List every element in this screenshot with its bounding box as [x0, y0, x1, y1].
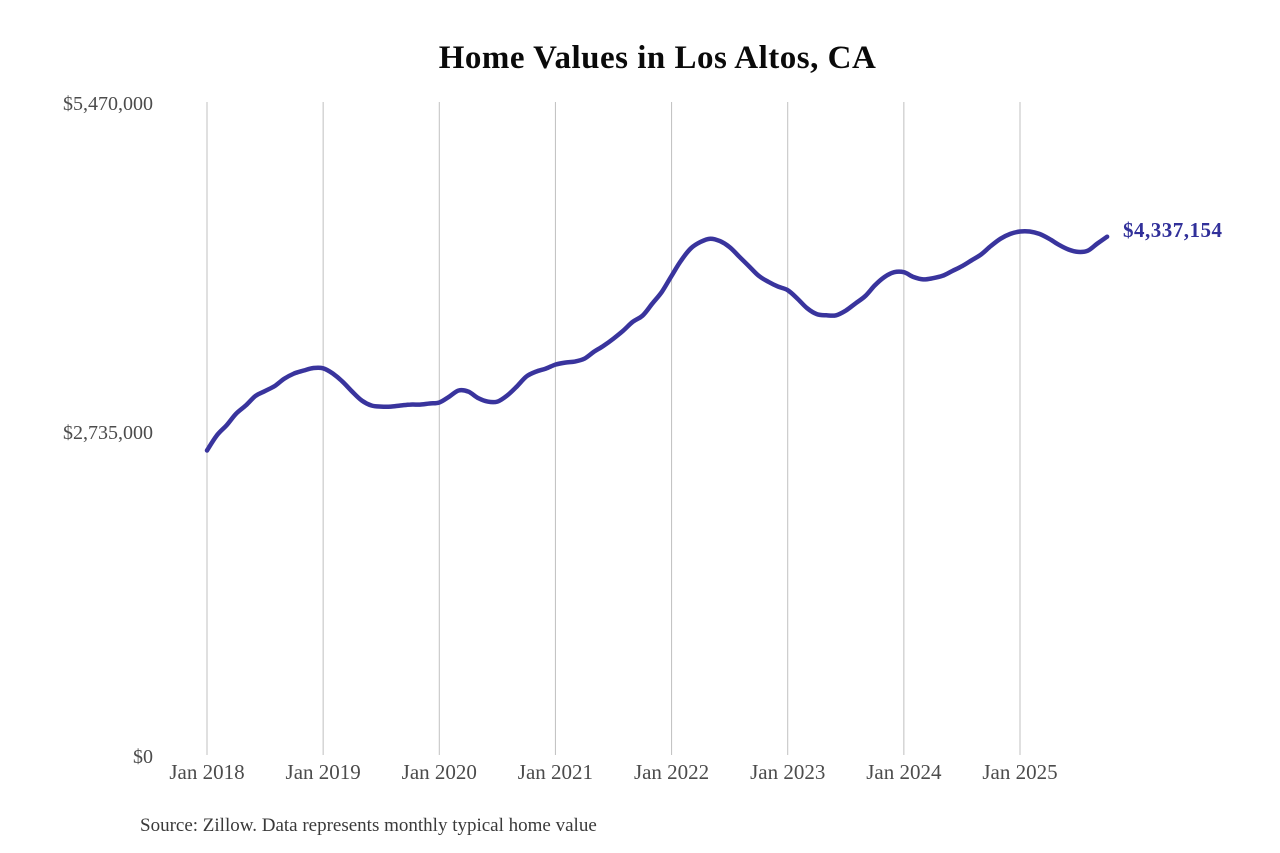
x-tick-label: Jan 2020	[402, 760, 477, 784]
y-axis-label-mid: $2,735,000	[63, 422, 153, 444]
y-axis-label-zero: $0	[133, 746, 153, 768]
series-line	[204, 228, 1110, 453]
source-note: Source: Zillow. Data represents monthly …	[140, 815, 597, 836]
x-tick-label: Jan 2019	[286, 760, 361, 784]
x-tick-label: Jan 2023	[750, 760, 825, 784]
x-tick-label: Jan 2024	[866, 760, 942, 784]
x-tick-label: Jan 2018	[169, 760, 244, 784]
latest-value-label: $4,337,154	[1123, 218, 1223, 242]
y-axis-label-max: $5,470,000	[63, 93, 153, 115]
x-tick-label: Jan 2021	[518, 760, 593, 784]
x-tick-label: Jan 2022	[634, 760, 709, 784]
chart-title: Home Values in Los Altos, CA	[438, 40, 877, 76]
x-tick-label: Jan 2025	[982, 760, 1057, 784]
